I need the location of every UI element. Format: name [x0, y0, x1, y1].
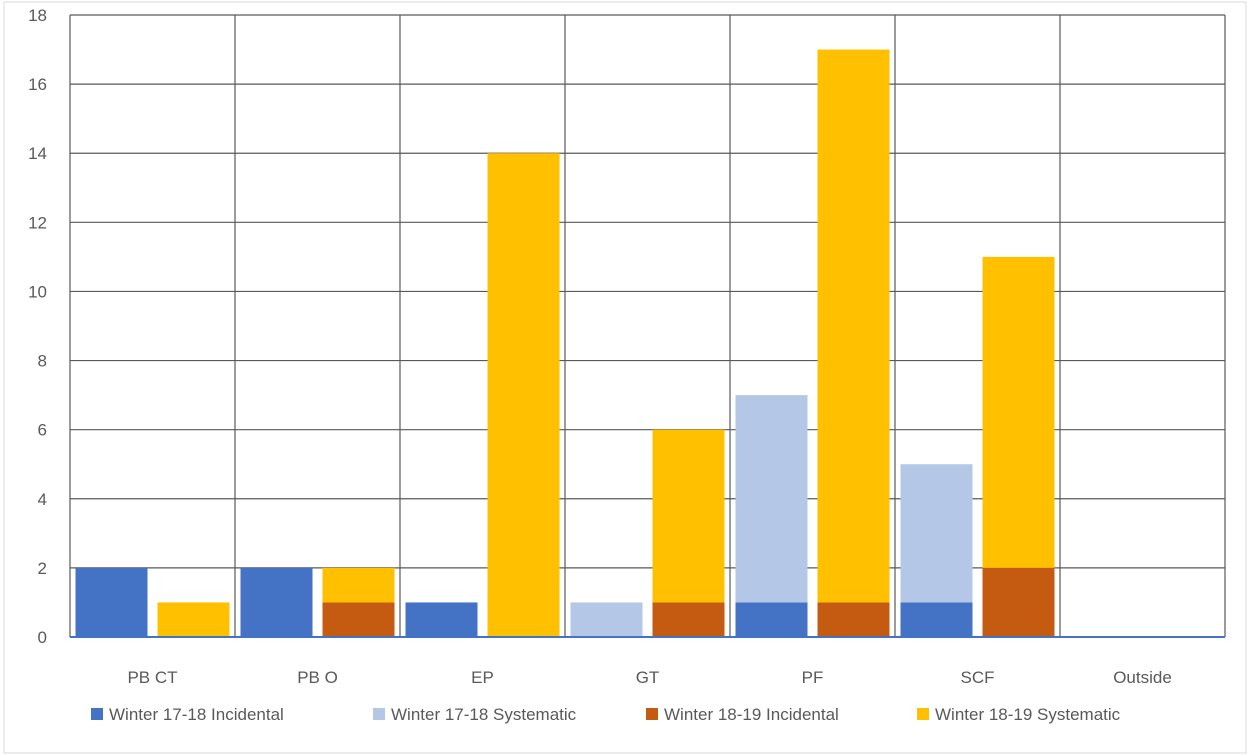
bar-pf-winter-17-18-systematic — [735, 395, 808, 603]
legend-label-winter-18-19-incidental: Winter 18-19 Incidental — [664, 705, 839, 724]
y-tick-label: 2 — [38, 559, 47, 578]
bar-pb-ct-winter-17-18-incidental — [75, 567, 148, 637]
bar-pb-o-winter-17-18-incidental — [240, 567, 313, 637]
y-tick-label: 12 — [28, 213, 47, 232]
y-tick-label: 4 — [38, 490, 47, 509]
bar-gt-winter-17-18-systematic — [570, 602, 643, 637]
legend-swatch-winter-18-19-systematic — [917, 708, 929, 720]
y-tick-label: 10 — [28, 282, 47, 301]
legend-swatch-winter-18-19-incidental — [646, 708, 658, 720]
bar-scf-winter-17-18-systematic — [900, 464, 973, 603]
bar-pb-o-winter-18-19-systematic — [322, 567, 395, 603]
y-tick-label: 18 — [28, 6, 47, 25]
bar-ep-winter-18-19-systematic — [487, 153, 560, 637]
legend-swatch-winter-17-18-systematic — [373, 708, 385, 720]
y-tick-label: 14 — [28, 144, 47, 163]
bar-pf-winter-18-19-systematic — [817, 49, 890, 603]
y-tick-label: 16 — [28, 75, 47, 94]
x-tick-label: PB CT — [127, 668, 177, 687]
bar-scf-winter-18-19-incidental — [982, 567, 1055, 637]
y-tick-label: 0 — [38, 628, 47, 647]
x-tick-label: EP — [471, 668, 494, 687]
x-tick-label: SCF — [961, 668, 995, 687]
bar-pb-o-winter-18-19-incidental — [322, 602, 395, 637]
legend: Winter 17-18 Incidental Winter 17-18 Syst… — [91, 705, 1121, 724]
legend-label-winter-18-19-systematic: Winter 18-19 Systematic — [935, 705, 1121, 724]
x-tick-label: Outside — [1113, 668, 1172, 687]
bar-ep-winter-17-18-incidental — [405, 602, 478, 637]
bar-scf-winter-18-19-systematic — [982, 256, 1055, 568]
bar-pf-winter-18-19-incidental — [817, 602, 890, 637]
x-tick-label: PB O — [297, 668, 338, 687]
legend-label-winter-17-18-incidental: Winter 17-18 Incidental — [109, 705, 284, 724]
bar-pf-winter-17-18-incidental — [735, 602, 808, 637]
axes-layer: 0 2 4 6 8 10 12 14 16 18 PB CT PB O EP GT PF SCF Outside — [28, 6, 1225, 687]
legend-swatch-winter-17-18-incidental — [91, 708, 103, 720]
x-tick-label: GT — [636, 668, 660, 687]
x-tick-label: PF — [802, 668, 824, 687]
bar-gt-winter-18-19-systematic — [652, 429, 725, 603]
legend-label-winter-17-18-systematic: Winter 17-18 Systematic — [391, 705, 577, 724]
y-tick-label: 6 — [38, 421, 47, 440]
bar-gt-winter-18-19-incidental — [652, 602, 725, 637]
bar-scf-winter-17-18-incidental — [900, 602, 973, 637]
bars-layer — [75, 49, 1055, 637]
bar-pb-ct-winter-18-19-systematic — [157, 602, 230, 637]
y-tick-label: 8 — [38, 352, 47, 371]
